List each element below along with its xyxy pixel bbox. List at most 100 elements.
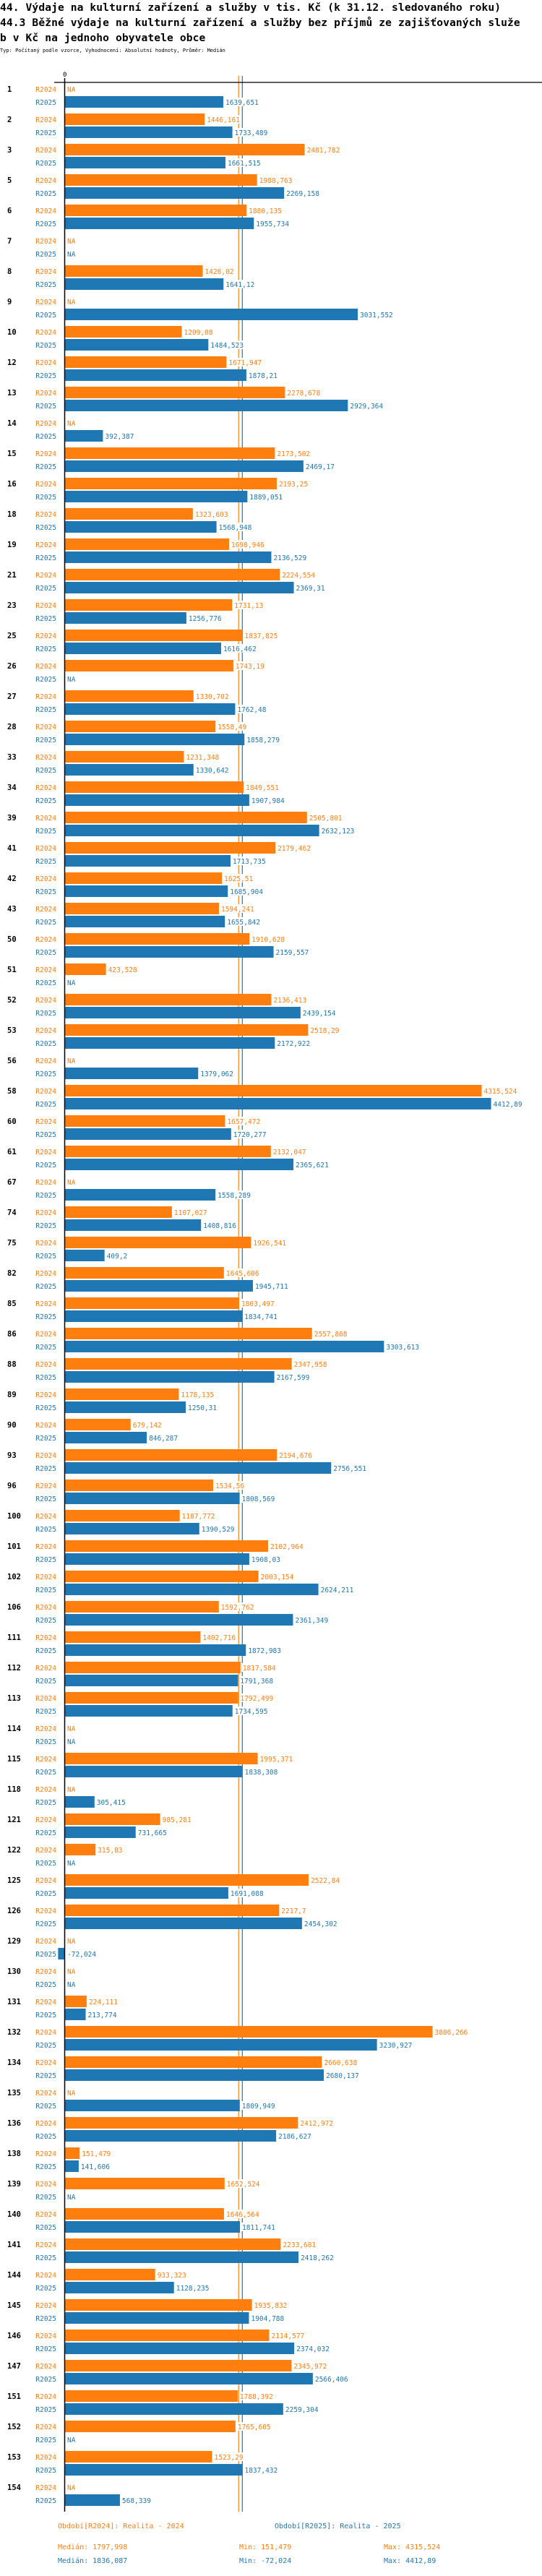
series-label: R2024 <box>35 1543 56 1551</box>
min-r2024: Min: 151,479 <box>239 2543 292 2551</box>
category-label: 82 <box>7 1269 17 1278</box>
data-label: 1878,21 <box>249 372 278 380</box>
series-label: R2024 <box>35 207 56 215</box>
category-label: 134 <box>7 2058 21 2067</box>
series-label: R2025 <box>35 554 56 562</box>
data-label-bg <box>295 1160 330 1169</box>
series-label: R2024 <box>35 1209 56 1217</box>
data-label-bg <box>250 2314 285 2322</box>
data-label-bg <box>222 644 257 653</box>
bar <box>65 1206 172 1218</box>
category-label: 122 <box>7 1846 21 1855</box>
series-label: R2025 <box>35 2285 56 2293</box>
data-label: 933,323 <box>158 2272 186 2280</box>
data-label: 1880,135 <box>249 207 282 215</box>
data-label: 1209,08 <box>184 329 213 337</box>
series-label: R2024 <box>35 1786 56 1794</box>
legend-r2025: Období[R2025]: Realita - 2025 <box>275 2523 401 2530</box>
series-label: R2025 <box>35 251 56 259</box>
series-label: R2025 <box>35 1040 56 1048</box>
data-label-bg <box>304 462 336 471</box>
series-label: R2025 <box>35 1162 56 1169</box>
series-label: R2024 <box>35 1513 56 1521</box>
data-label: 1907,984 <box>251 797 285 805</box>
x-tick-label: 0 <box>63 72 66 79</box>
series-label: R2025 <box>35 1010 56 1018</box>
series-label: R2024 <box>35 632 56 640</box>
bar <box>65 1146 271 1157</box>
series-label: R2025 <box>35 312 56 319</box>
data-label: 2347,958 <box>294 1361 327 1369</box>
bar <box>65 1341 384 1352</box>
bar <box>65 1024 309 1036</box>
bar <box>65 2373 313 2384</box>
category-label: 75 <box>7 1239 17 1248</box>
data-label-bg <box>349 401 384 410</box>
category-label: 3 <box>7 146 12 155</box>
series-label: R2024 <box>35 1968 56 1976</box>
series-label: R2024 <box>35 845 56 853</box>
data-label: 4412,89 <box>494 1101 522 1109</box>
series-label: R2024 <box>35 2090 56 2098</box>
category-label: 145 <box>7 2301 21 2310</box>
data-label-bg <box>226 1117 262 1125</box>
series-label: R2025 <box>35 1313 56 1321</box>
series-label: R2024 <box>35 2241 56 2249</box>
data-label-bg <box>66 1936 77 1945</box>
bar <box>65 113 205 125</box>
series-label: R2025 <box>35 2467 56 2475</box>
data-label: 1858,279 <box>246 737 280 744</box>
series-label: R2025 <box>35 1678 56 1686</box>
data-label: 2132,047 <box>273 1149 306 1156</box>
data-label-bg <box>95 1798 127 1806</box>
data-label: NA <box>67 251 76 259</box>
bar <box>65 1267 224 1279</box>
bar <box>65 369 246 381</box>
series-label: R2024 <box>35 511 56 519</box>
data-label: 3230,927 <box>379 2042 413 2050</box>
data-label-bg <box>255 219 291 228</box>
data-label: 1762,48 <box>237 706 266 714</box>
bar <box>65 144 305 155</box>
category-label: 26 <box>7 662 17 671</box>
bar <box>65 2056 322 2068</box>
data-label-bg <box>225 2179 261 2188</box>
bar <box>65 2451 212 2463</box>
data-label-bg <box>217 1190 252 1199</box>
series-label: R2025 <box>35 1344 56 1352</box>
data-label: 2114,577 <box>272 2332 305 2340</box>
bar <box>65 309 358 320</box>
category-label: 126 <box>7 1907 21 1915</box>
data-label: NA <box>67 1968 76 1976</box>
series-label: R2025 <box>35 1192 56 1200</box>
category-label: 151 <box>7 2392 21 2401</box>
series-label: R2024 <box>35 1907 56 1915</box>
bar <box>65 218 254 229</box>
category-label: 21 <box>7 571 17 580</box>
bar <box>65 1766 243 1777</box>
bar <box>65 1905 280 1916</box>
bar <box>65 1753 258 1764</box>
data-label: 2259,304 <box>285 2406 319 2414</box>
category-label: 56 <box>7 1057 17 1065</box>
series-label: R2025 <box>35 1860 56 1868</box>
bar <box>65 1692 238 1704</box>
bar <box>65 963 106 975</box>
category-label: 130 <box>7 1967 21 1976</box>
category-label: 132 <box>7 2028 21 2037</box>
data-label-bg <box>270 2331 306 2340</box>
series-label: R2024 <box>35 1300 56 1308</box>
series-label: R2024 <box>35 966 56 974</box>
data-label-bg <box>97 1845 124 1854</box>
bar <box>65 1813 160 1825</box>
data-label-bg <box>247 1646 283 1654</box>
data-label-bg <box>66 418 77 427</box>
data-label-bg <box>81 2149 112 2158</box>
bar <box>65 1007 301 1018</box>
bar <box>65 491 248 502</box>
bar <box>65 2299 252 2311</box>
data-label-bg <box>250 1555 282 1563</box>
data-label-bg <box>236 705 267 713</box>
series-label: R2025 <box>35 1253 56 1261</box>
category-label: 7 <box>7 237 12 246</box>
